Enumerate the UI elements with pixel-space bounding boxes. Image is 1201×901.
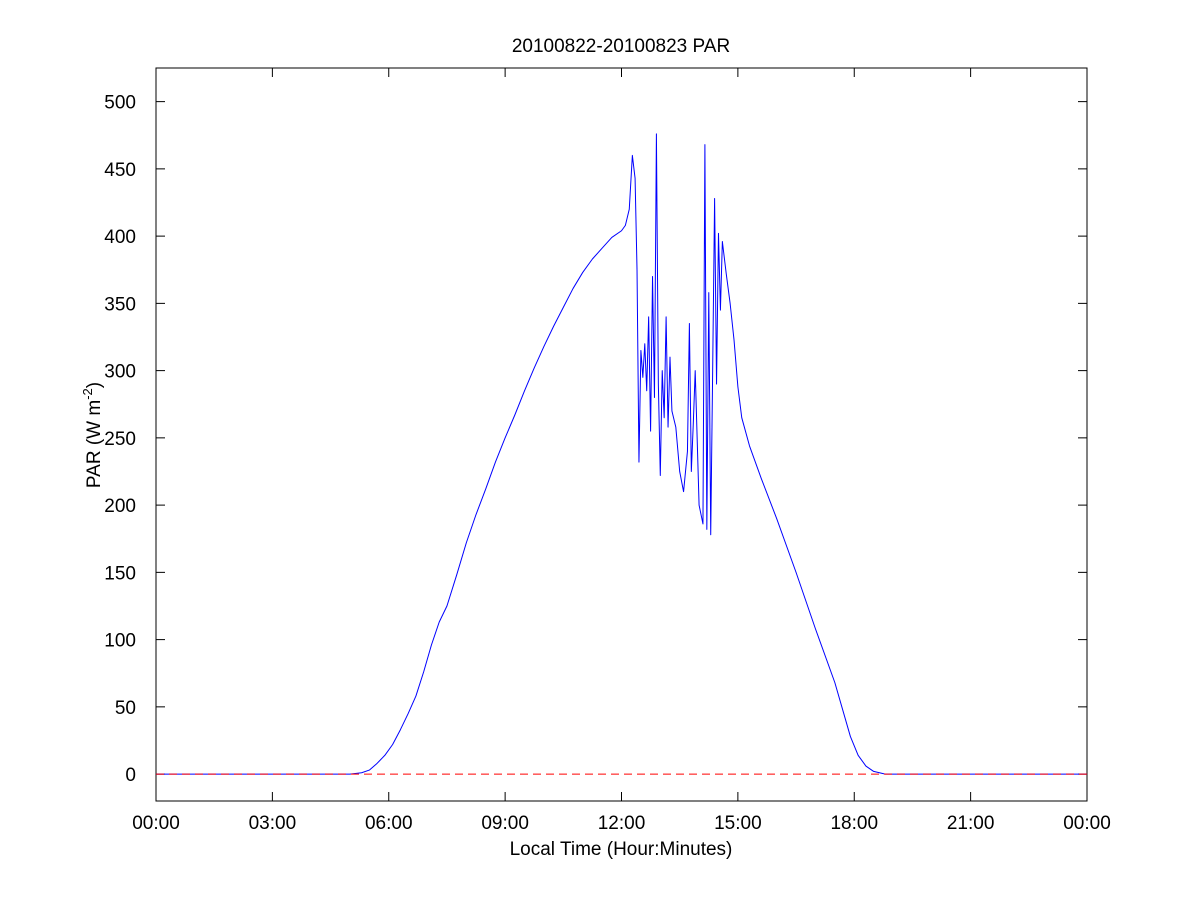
x-tick-label: 12:00: [598, 813, 646, 834]
x-tick-label: 00:00: [1063, 813, 1111, 834]
y-tick-label: 200: [104, 496, 136, 517]
x-tick-label: 00:00: [132, 813, 180, 834]
x-tick-label: 09:00: [481, 813, 529, 834]
tick-labels: 00:00 03:00 06:00 09:00 12:00 15:00 18:00 21:00…: [104, 93, 1110, 834]
y-tick-label: 500: [104, 93, 136, 114]
y-tick-label: 450: [104, 160, 136, 181]
x-tick-label: 03:00: [249, 813, 297, 834]
y-axis-title-suffix: ): [84, 382, 105, 388]
x-tick-label: 06:00: [365, 813, 413, 834]
y-tick-label: 400: [104, 227, 136, 248]
y-tick-label: 100: [104, 631, 136, 652]
y-tick-label: 50: [115, 698, 136, 719]
x-tick-label: 21:00: [947, 813, 995, 834]
y-tick-label: 250: [104, 429, 136, 450]
series-layer: [156, 133, 1087, 775]
y-tick-label: 150: [104, 563, 136, 584]
y-tick-label: 0: [125, 765, 136, 786]
par-series-line: [156, 133, 1087, 775]
x-axis-title: Local Time (Hour:Minutes): [510, 839, 733, 860]
y-axis-title-superscript: -2: [80, 388, 95, 400]
x-tick-label: 15:00: [714, 813, 762, 834]
y-tick-label: 350: [104, 294, 136, 315]
y-axis-title: PAR (W m-2): [80, 382, 105, 488]
x-tick-label: 18:00: [830, 813, 878, 834]
y-axis-title-base: PAR (W m: [84, 400, 105, 488]
chart-title: 20100822-20100823 PAR: [512, 36, 730, 57]
plot-area-frame: [155, 67, 1088, 802]
y-tick-label: 300: [104, 362, 136, 383]
